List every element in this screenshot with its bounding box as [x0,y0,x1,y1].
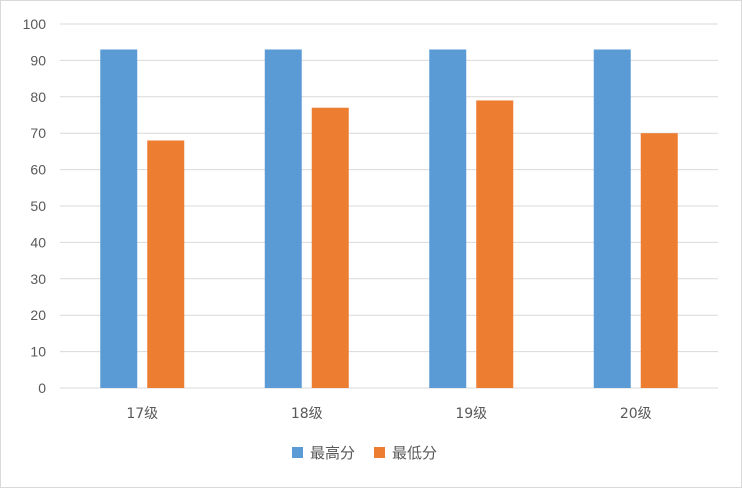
x-axis: 17级 18级 19级 20级 [126,406,651,422]
bar-min-1 [311,107,349,388]
bar-min-2 [476,100,514,388]
y-axis-ticks: 0 10 20 30 40 50 60 70 80 90 100 [23,16,47,396]
y-tick-label-90: 90 [30,52,46,68]
x-tick-label-2: 19级 [455,406,487,422]
y-tick-label-100: 100 [23,16,47,32]
bar-max-0 [100,49,138,388]
x-tick-label-3: 20级 [620,406,652,422]
bar-min-3 [640,133,678,388]
y-tick-label-60: 60 [30,162,46,178]
legend-label-1: 最低分 [392,444,437,462]
x-tick-label-1: 18级 [291,406,323,422]
legend-swatch-1 [374,447,385,458]
bar-max-1 [264,49,302,388]
y-tick-label-50: 50 [30,198,46,214]
y-tick-label-40: 40 [30,234,46,250]
legend: 最高分 最低分 [292,444,437,462]
legend-label-0: 最高分 [310,444,355,462]
y-tick-label-80: 80 [30,89,46,105]
x-tick-label-0: 17级 [126,406,158,422]
bar-min-0 [147,140,185,388]
y-tick-label-70: 70 [30,125,46,141]
y-tick-label-10: 10 [30,344,46,360]
bars [100,49,678,388]
legend-swatch-0 [292,447,303,458]
y-tick-label-20: 20 [30,307,46,323]
y-tick-label-0: 0 [38,380,46,396]
y-tick-label-30: 30 [30,271,46,287]
bar-max-2 [429,49,467,388]
bar-max-3 [593,49,631,388]
